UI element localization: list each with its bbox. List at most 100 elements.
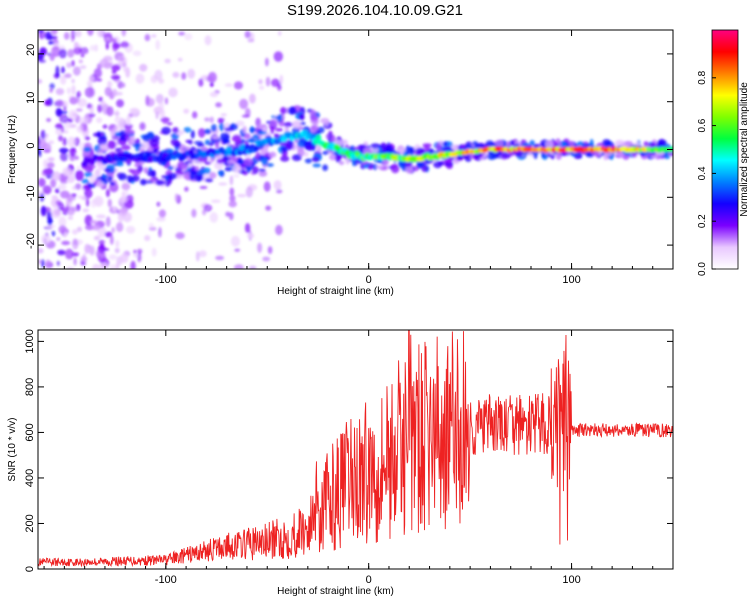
- band-blob: [94, 169, 101, 177]
- noise-blob: [46, 224, 56, 229]
- noise-blob: [144, 235, 151, 242]
- noise-blob: [59, 147, 69, 154]
- noise-blob: [237, 194, 247, 198]
- noise-blob: [109, 235, 114, 245]
- band-blob: [222, 139, 231, 144]
- noise-blob: [158, 100, 164, 111]
- noise-blob: [96, 214, 106, 219]
- band-blob: [529, 140, 535, 147]
- noise-blob: [198, 128, 206, 138]
- noise-blob: [132, 50, 142, 57]
- noise-blob: [130, 134, 135, 144]
- band-blob: [289, 106, 297, 115]
- band-blob: [204, 178, 214, 183]
- noise-blob: [67, 136, 76, 148]
- noise-blob: [96, 78, 102, 82]
- noise-blob: [74, 155, 79, 160]
- band-blob: [216, 158, 226, 164]
- noise-blob: [57, 202, 65, 211]
- noise-blob: [76, 165, 81, 171]
- noise-blob: [110, 74, 121, 81]
- noise-blob: [183, 108, 190, 114]
- band-blob: [278, 121, 286, 127]
- noise-blob: [51, 208, 61, 219]
- band-blob: [299, 114, 305, 121]
- y-tick-label: -10: [25, 185, 37, 201]
- band-blob: [532, 151, 539, 155]
- band-blob: [274, 133, 279, 138]
- noise-blob: [73, 245, 77, 249]
- band-blob: [211, 124, 217, 132]
- noise-blob: [184, 186, 189, 192]
- noise-blob: [82, 208, 90, 213]
- noise-blob: [99, 58, 109, 68]
- band-blob: [445, 163, 452, 167]
- noise-blob: [96, 30, 104, 38]
- noise-blob: [69, 206, 79, 212]
- band-blob: [444, 157, 453, 164]
- band-blob: [370, 143, 381, 149]
- noise-blob: [145, 95, 150, 106]
- noise-blob: [40, 205, 47, 217]
- noise-blob: [233, 81, 243, 90]
- noise-blob: [168, 87, 178, 98]
- noise-blob: [78, 116, 89, 125]
- noise-blob: [244, 223, 251, 233]
- band-blob: [415, 147, 425, 154]
- band-blob: [243, 133, 251, 140]
- noise-blob: [273, 51, 283, 62]
- noise-blob: [108, 254, 118, 260]
- band-blob: [215, 141, 220, 149]
- noise-blob: [84, 243, 90, 254]
- band-blob: [192, 159, 200, 164]
- noise-blob: [85, 198, 90, 207]
- noise-blob: [59, 114, 69, 124]
- noise-blob: [143, 167, 148, 174]
- band-blob: [146, 169, 156, 177]
- noise-blob: [117, 80, 124, 89]
- band-blob: [310, 124, 319, 132]
- band-blob: [252, 134, 259, 139]
- noise-blob: [63, 130, 69, 134]
- noise-blob: [220, 113, 227, 117]
- band-blob: [280, 107, 287, 115]
- noise-blob: [73, 257, 77, 266]
- y-tick-label: 800: [24, 378, 36, 396]
- noise-blob: [239, 98, 249, 110]
- noise-blob: [155, 111, 159, 120]
- noise-blob: [58, 225, 67, 234]
- noise-blob: [106, 106, 114, 117]
- noise-blob: [69, 147, 77, 157]
- noise-blob: [58, 110, 69, 115]
- noise-blob: [191, 208, 197, 218]
- noise-blob: [49, 53, 55, 61]
- band-blob: [421, 165, 429, 173]
- band-blob: [309, 109, 316, 118]
- band-blob: [269, 151, 277, 158]
- noise-blob: [38, 177, 46, 187]
- noise-blob: [122, 212, 132, 223]
- noise-blob: [244, 30, 251, 39]
- noise-blob: [63, 32, 70, 40]
- band-blob: [322, 164, 328, 171]
- band-blob: [167, 165, 174, 171]
- noise-blob: [279, 74, 283, 85]
- band-blob: [90, 165, 96, 169]
- noise-blob: [229, 212, 234, 221]
- band-blob: [552, 141, 558, 146]
- noise-blob: [105, 37, 111, 41]
- noise-blob: [55, 65, 60, 77]
- noise-blob: [277, 83, 282, 91]
- noise-blob: [151, 247, 157, 257]
- band-blob: [231, 134, 242, 143]
- noise-blob: [209, 82, 214, 87]
- band-blob: [324, 118, 329, 126]
- band-blob: [175, 170, 184, 176]
- y-tick-label: 600: [24, 423, 36, 441]
- band-blob: [220, 132, 230, 141]
- band-blob: [603, 152, 609, 161]
- noise-blob: [112, 88, 118, 97]
- noise-blob: [265, 205, 272, 211]
- noise-blob: [58, 48, 67, 59]
- band-blob: [208, 142, 214, 147]
